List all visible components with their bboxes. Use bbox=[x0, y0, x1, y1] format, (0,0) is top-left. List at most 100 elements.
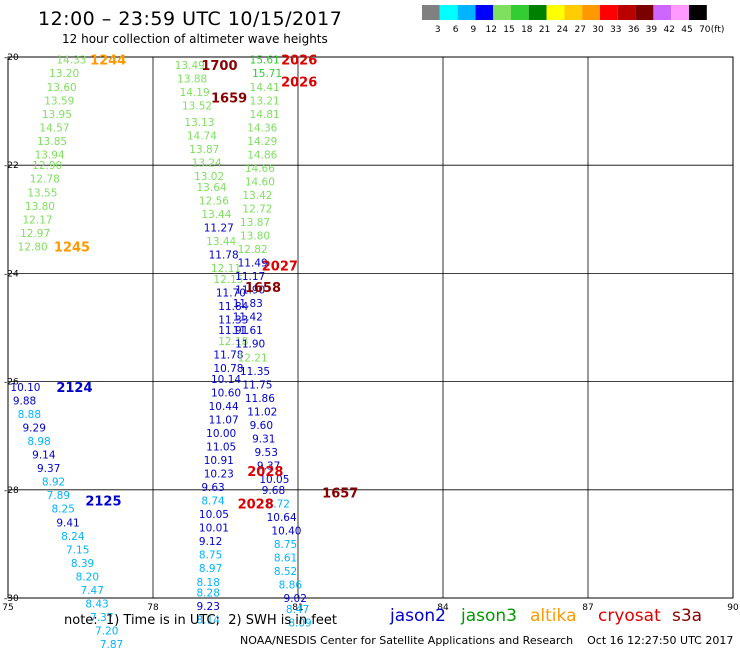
legend-swatch bbox=[422, 5, 440, 20]
wave-height-point: 9.88 bbox=[13, 396, 36, 408]
chart-subtitle: 12 hour collection of altimeter wave hei… bbox=[62, 32, 328, 46]
legend-label: 18 bbox=[521, 25, 533, 35]
wave-height-point: 10.14 bbox=[211, 374, 241, 386]
y-tick-label: -30 bbox=[4, 594, 19, 604]
legend-swatch bbox=[439, 5, 458, 20]
wave-height-point: 9.31 bbox=[252, 433, 275, 445]
wave-height-point: 12.11 bbox=[211, 263, 241, 275]
wave-height-point: 9.37 bbox=[37, 463, 60, 475]
wave-height-point: 11.27 bbox=[204, 222, 234, 234]
legend-swatch bbox=[600, 5, 618, 20]
wave-height-point: 10.40 bbox=[271, 525, 301, 537]
wave-height-point: 8.43 bbox=[85, 598, 108, 610]
wave-height-point: 10.78 bbox=[213, 363, 243, 375]
wave-height-point: 13.24 bbox=[192, 157, 222, 169]
satellite-jason3: jason3 bbox=[461, 606, 517, 626]
wave-height-point: 8.09 bbox=[288, 617, 311, 629]
legend-label: 30 bbox=[592, 25, 604, 35]
wave-height-point: 11.83 bbox=[233, 298, 263, 310]
wave-height-point: 8.24 bbox=[61, 531, 85, 543]
footnote: note: 1) Time is in UTC; 2) SWH is in fe… bbox=[64, 613, 337, 628]
y-tick-label: -28 bbox=[4, 486, 19, 496]
legend-label: 6 bbox=[453, 25, 459, 35]
wave-height-point: 12.80 bbox=[18, 241, 48, 253]
wave-height-point: 13.85 bbox=[37, 136, 67, 148]
satellite-jason2: jason2 bbox=[390, 606, 446, 626]
wave-height-point: 8.47 bbox=[286, 604, 309, 616]
wave-height-point: 14.57 bbox=[39, 122, 69, 134]
legend-label: 9 bbox=[471, 25, 477, 35]
pass-time-label: 2028 bbox=[238, 497, 274, 512]
satellite-cryosat: cryosat bbox=[598, 606, 661, 626]
wave-height-point: 8.88 bbox=[18, 409, 41, 421]
wave-height-point: 11.35 bbox=[240, 366, 270, 378]
wave-height-point: 12.90 bbox=[32, 160, 62, 172]
wave-height-point: 13.88 bbox=[177, 74, 207, 86]
wave-height-point: 8.20 bbox=[76, 571, 99, 583]
wave-height-point: 11.91 bbox=[218, 325, 248, 337]
wave-height-point: 13.80 bbox=[25, 201, 55, 213]
wave-height-point: 13.59 bbox=[44, 95, 74, 107]
legend-swatch bbox=[493, 5, 511, 20]
wave-height-point: 7.47 bbox=[81, 585, 104, 597]
wave-height-point: 14.60 bbox=[245, 176, 275, 188]
pass-time-label: 1659 bbox=[211, 92, 247, 107]
pass-time-label: 1658 bbox=[245, 281, 281, 296]
wave-height-point: 13.02 bbox=[194, 171, 224, 183]
legend-swatch bbox=[671, 5, 689, 20]
wave-height-point: 8.75 bbox=[199, 550, 222, 562]
satellite-s3a: s3a bbox=[672, 606, 703, 626]
wave-height-point: 13.80 bbox=[240, 231, 270, 243]
wave-height-point: 12.78 bbox=[30, 174, 60, 186]
pass-time-label: 2124 bbox=[56, 381, 92, 396]
pass-time-label: 1245 bbox=[54, 240, 90, 255]
x-tick-label: 75 bbox=[2, 603, 13, 613]
wave-height-point: 8.28 bbox=[197, 588, 220, 600]
wave-height-point: 11.61 bbox=[233, 325, 263, 337]
wave-height-point: 12.72 bbox=[242, 203, 272, 215]
wave-height-point: 11.49 bbox=[238, 258, 268, 270]
color-legend: 3 6 9 12 15 18 21 24 27 30 33 36 39 42 45 70 (ft) bbox=[422, 5, 725, 35]
wave-height-point: 9.23 bbox=[197, 601, 220, 613]
legend-swatch bbox=[511, 5, 529, 20]
x-tick-label: 81 bbox=[292, 603, 303, 613]
wave-height-point: 7.87 bbox=[100, 639, 123, 650]
wave-height-point: 11.90 bbox=[235, 339, 265, 351]
plot-frame bbox=[7, 56, 734, 599]
wave-height-point: 11.42 bbox=[233, 312, 263, 324]
wave-height-point: 9.41 bbox=[56, 517, 79, 529]
x-tick-label: 90 bbox=[727, 603, 739, 613]
wave-height-point: 10.91 bbox=[204, 455, 234, 467]
wave-height-point: 11.78 bbox=[213, 350, 243, 362]
legend-swatch bbox=[689, 5, 707, 20]
wave-height-point: 7.37 bbox=[90, 612, 113, 624]
y-tick-label: -22 bbox=[4, 161, 19, 171]
legend-label: 24 bbox=[557, 25, 569, 35]
wave-height-point: 12.97 bbox=[20, 228, 50, 240]
wave-height-point: 9.68 bbox=[262, 485, 285, 497]
wave-height-point: 14.29 bbox=[247, 136, 277, 148]
x-tick-label: 84 bbox=[437, 603, 449, 613]
wave-height-point: 10.23 bbox=[204, 469, 234, 481]
wave-height-point: 9.02 bbox=[284, 593, 307, 605]
pass-time-label: 1244 bbox=[90, 54, 126, 69]
wave-height-point: 13.87 bbox=[189, 144, 219, 156]
wave-height-point: 12.21 bbox=[238, 352, 268, 364]
credit-line: NOAA/NESDIS Center for Satellite Applica… bbox=[240, 634, 734, 647]
wave-height-point: 10.44 bbox=[209, 401, 239, 413]
wave-height-point: 11.86 bbox=[245, 393, 275, 405]
wave-height-point: 13.94 bbox=[35, 149, 65, 161]
wave-height-point: 13.49 bbox=[175, 60, 205, 72]
legend-swatch bbox=[546, 5, 565, 20]
wave-height-point: 13.55 bbox=[27, 187, 57, 199]
wave-height-point: 8.52 bbox=[274, 566, 297, 578]
wave-height-point: 14.33 bbox=[56, 55, 86, 67]
legend-swatch bbox=[635, 5, 654, 20]
wave-height-point: 13.42 bbox=[242, 190, 272, 202]
legend-unit: (ft) bbox=[711, 25, 725, 35]
wave-height-point: 14.86 bbox=[247, 149, 277, 161]
wave-height-point: 14.36 bbox=[247, 122, 277, 134]
wave-height-point: 11.70 bbox=[216, 287, 246, 299]
wave-height-point: 14.74 bbox=[187, 130, 217, 142]
